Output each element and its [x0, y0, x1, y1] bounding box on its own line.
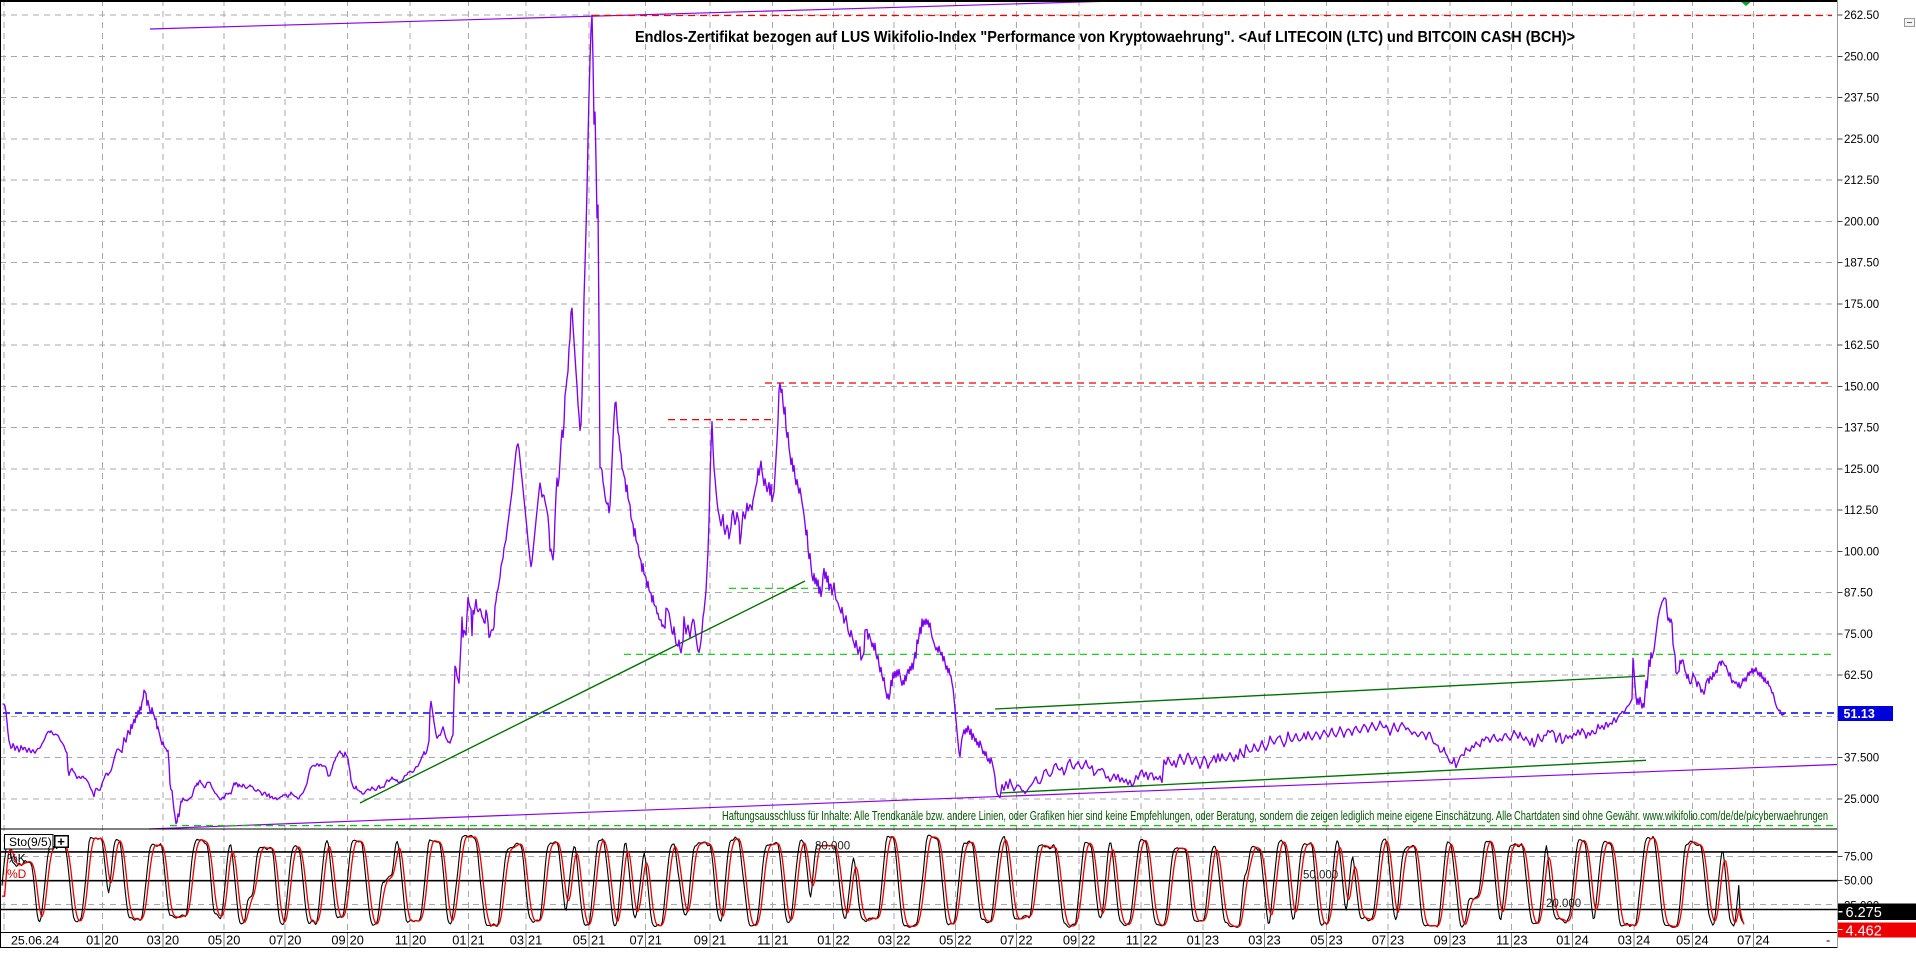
svg-text:80.000: 80.000: [815, 841, 850, 853]
svg-text:Haftungsausschluss für Inhalte: Haftungsausschluss für Inhalte: Alle Tre…: [722, 808, 1828, 823]
svg-text:21: 21: [648, 933, 662, 948]
svg-text:-: -: [1826, 933, 1830, 948]
svg-text:23: 23: [1329, 933, 1343, 948]
svg-text:20: 20: [287, 933, 301, 948]
svg-text:21: 21: [712, 933, 726, 948]
svg-text:+: +: [57, 834, 65, 849]
svg-text:11: 11: [395, 933, 408, 948]
svg-text:25.06.24: 25.06.24: [11, 934, 59, 948]
svg-text:01: 01: [452, 933, 466, 948]
svg-text:75.00: 75.00: [1844, 852, 1873, 864]
svg-text:%K: %K: [7, 852, 26, 866]
svg-text:24: 24: [1575, 933, 1589, 948]
svg-text:50.000: 50.000: [1303, 870, 1338, 882]
svg-text:20: 20: [165, 933, 179, 948]
svg-text:20: 20: [412, 933, 426, 948]
svg-text:137.50: 137.50: [1844, 423, 1879, 435]
svg-text:05: 05: [1676, 933, 1690, 948]
svg-text:24: 24: [1755, 933, 1769, 948]
svg-text:20: 20: [350, 933, 364, 948]
svg-text:4.462: 4.462: [1846, 924, 1882, 940]
svg-text:125.00: 125.00: [1844, 464, 1879, 476]
svg-text:21: 21: [774, 933, 788, 948]
svg-text:22: 22: [957, 933, 971, 948]
svg-text:62.50: 62.50: [1844, 670, 1873, 682]
svg-text:05: 05: [939, 933, 953, 948]
svg-text:51.13: 51.13: [1844, 707, 1875, 721]
svg-text:01: 01: [86, 933, 100, 948]
svg-text:6.275: 6.275: [1846, 905, 1882, 921]
svg-text:22: 22: [1143, 933, 1157, 948]
svg-text:187.50: 187.50: [1844, 258, 1879, 270]
svg-text:07: 07: [1737, 933, 1751, 948]
svg-text:21: 21: [591, 933, 605, 948]
svg-text:21: 21: [528, 933, 542, 948]
svg-text:Sto(9/5): Sto(9/5): [9, 835, 52, 849]
svg-text:03: 03: [510, 933, 524, 948]
svg-text:09: 09: [1434, 933, 1448, 948]
svg-text:22: 22: [836, 933, 850, 948]
svg-text:09: 09: [331, 933, 345, 948]
svg-text:05: 05: [208, 933, 222, 948]
svg-text:200.00: 200.00: [1844, 216, 1879, 228]
svg-text:100.00: 100.00: [1844, 547, 1879, 559]
svg-text:03: 03: [147, 933, 161, 948]
svg-text:01: 01: [1187, 933, 1201, 948]
svg-text:24: 24: [1636, 933, 1650, 948]
svg-text:20: 20: [104, 933, 118, 948]
svg-text:01: 01: [1556, 933, 1570, 948]
svg-text:212.50: 212.50: [1844, 175, 1879, 187]
svg-text:09: 09: [1063, 933, 1077, 948]
svg-text:09: 09: [694, 933, 708, 948]
svg-text:23: 23: [1513, 933, 1527, 948]
svg-text:250.00: 250.00: [1844, 52, 1879, 64]
svg-text:21: 21: [471, 933, 485, 948]
svg-text:23: 23: [1452, 933, 1466, 948]
svg-text:03: 03: [1248, 933, 1262, 948]
svg-text:112.50: 112.50: [1844, 505, 1878, 517]
svg-text:22: 22: [896, 933, 910, 948]
svg-text:03: 03: [1618, 933, 1632, 948]
svg-text:22: 22: [1081, 933, 1095, 948]
svg-text:87.50: 87.50: [1844, 588, 1873, 600]
svg-text:11: 11: [1126, 933, 1139, 948]
svg-text:11: 11: [757, 933, 770, 948]
svg-text:07: 07: [629, 933, 643, 948]
svg-text:11: 11: [1496, 933, 1509, 948]
svg-text:23: 23: [1267, 933, 1281, 948]
svg-text:20: 20: [226, 933, 240, 948]
svg-text:%D: %D: [7, 867, 27, 881]
svg-text:20.000: 20.000: [1546, 898, 1581, 910]
svg-text:22: 22: [1018, 933, 1032, 948]
svg-text:25.000: 25.000: [1844, 794, 1879, 806]
svg-text:162.50: 162.50: [1844, 340, 1879, 352]
svg-text:262.50: 262.50: [1844, 10, 1879, 22]
svg-text:175.00: 175.00: [1844, 299, 1879, 311]
svg-text:37.500: 37.500: [1844, 753, 1879, 765]
svg-text:07: 07: [269, 933, 283, 948]
svg-text:01: 01: [817, 933, 831, 948]
svg-text:23: 23: [1205, 933, 1219, 948]
svg-text:Endlos-Zertifikat bezogen auf: Endlos-Zertifikat bezogen auf LUS Wikifo…: [635, 29, 1575, 46]
svg-text:24: 24: [1694, 933, 1708, 948]
svg-text:75.00: 75.00: [1844, 629, 1873, 641]
svg-text:237.50: 237.50: [1844, 93, 1879, 105]
svg-text:03: 03: [878, 933, 892, 948]
svg-text:05: 05: [1310, 933, 1324, 948]
svg-text:150.00: 150.00: [1844, 381, 1879, 393]
svg-text:50.00: 50.00: [1844, 876, 1873, 888]
svg-text:225.00: 225.00: [1844, 134, 1879, 146]
svg-text:07: 07: [1372, 933, 1386, 948]
svg-text:23: 23: [1390, 933, 1404, 948]
svg-text:07: 07: [1000, 933, 1014, 948]
svg-text:05: 05: [573, 933, 587, 948]
